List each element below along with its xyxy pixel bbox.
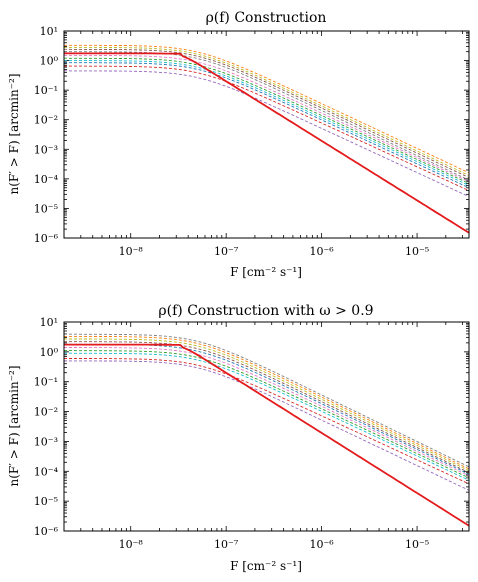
panel-1-y-tick-label: 10⁻³ [34, 143, 58, 156]
panel-2-y-tick-label: 10⁻⁴ [34, 465, 59, 478]
panel-1-x-tick-label: 10⁻⁵ [405, 245, 429, 258]
panel-1-dashed-series-2 [64, 46, 469, 176]
panel-2-dashed-series-2 [64, 335, 469, 470]
panel-1-y-tick-label: 10¹ [40, 25, 58, 38]
panel-1-dashed-series-10 [64, 70, 469, 198]
panel-1-y-tick-label: 10⁻⁴ [34, 173, 59, 186]
panel-2-title: ρ(f) Construction with ω > 0.9 [158, 303, 373, 319]
panel-2-x-tick-label: 10⁻⁷ [214, 538, 239, 551]
panel-2-x-axis-label: F [cm⁻² s⁻¹] [230, 559, 302, 573]
panel-2-y-tick-label: 10⁰ [40, 346, 59, 359]
panel-2-y-tick-label: 10⁻⁶ [34, 525, 59, 538]
panel-1-axes: 10⁻⁸ 10⁻⁷ 10⁻⁶ 10⁻⁵ 10⁻⁶ 10⁻⁵ 10⁻⁴ 10⁻³ 10⁻² 10⁻¹… [34, 25, 469, 258]
panel-1-dashed-series-9 [64, 65, 469, 192]
panel-2-highlight-series [64, 343, 469, 527]
panel-1-y-axis-label: n(F′ > F) [arcmin⁻²] [7, 73, 21, 194]
panel-1-plot-area [64, 44, 469, 234]
panel-2-y-axis-label: n(F′ > F) [arcmin⁻²] [7, 365, 21, 486]
panel-1-dashed-series-6 [64, 57, 469, 184]
panel-1-y-tick-label: 10⁻⁶ [34, 232, 59, 245]
panel-2-y-tick-label: 10⁻³ [34, 435, 58, 448]
panel-1-dashed-series-7 [64, 60, 469, 186]
panel-1-x-tick-label: 10⁻⁷ [214, 245, 239, 258]
panel-1-frame [63, 30, 470, 239]
panel-2-dashed-series-8 [64, 352, 469, 481]
panel-2-y-tick-label: 10¹ [40, 316, 58, 329]
panel-2-x-tick-label: 10⁻⁸ [119, 538, 144, 551]
panel-1-dashed-series-4 [64, 51, 469, 181]
panel-2-x-tick-label: 10⁻⁵ [405, 538, 429, 551]
panel-2: ρ(f) Construction with ω > 0.9 10⁻⁸ 10⁻⁷ 1… [7, 303, 470, 573]
panel-1-dashed-series-1 [64, 44, 469, 174]
panel-2-dashed-series-10 [64, 360, 469, 491]
panel-1: ρ(f) Construction 10⁻⁸ 10⁻⁷ 10⁻⁶ 10⁻⁵10⁻⁶10… [7, 10, 470, 279]
panel-2-dashed-series-6 [64, 347, 469, 477]
panel-1-x-tick-label: 10⁻⁶ [310, 245, 335, 258]
panel-1-y-tick-label: 10⁻⁵ [34, 202, 58, 215]
panel-2-dashed-series-1 [64, 333, 469, 468]
panel-2-x-tick-label: 10⁻⁶ [310, 538, 335, 551]
panel-2-dashed-series-7 [64, 350, 469, 479]
panel-1-x-axis-label: F [cm⁻² s⁻¹] [230, 265, 302, 279]
panel-1-dashed-series-8 [64, 62, 469, 189]
panel-1-series-group [64, 44, 469, 234]
panel-1-dashed-series-3 [64, 48, 469, 179]
panel-1-dashed-series-5 [64, 54, 469, 183]
panel-2-frame [63, 321, 470, 532]
panel-2-dashed-series-4 [64, 341, 469, 474]
panel-2-y-tick-label: 10⁻² [34, 406, 58, 419]
panel-2-plot-area [64, 333, 469, 527]
panel-1-x-tick-label: 10⁻⁸ [119, 245, 144, 258]
panel-2-y-tick-label: 10⁻⁵ [34, 495, 58, 508]
panel-2-dashed-series-3 [64, 338, 469, 472]
panel-1-title: ρ(f) Construction [206, 10, 327, 26]
panel-2-y-tick-label: 10⁻¹ [34, 376, 58, 389]
panel-2-series-group [64, 333, 469, 527]
panel-1-y-tick-label: 10⁰ [40, 55, 59, 68]
panel-1-highlight-series [64, 52, 469, 234]
panel-2-dashed-series-9 [64, 358, 469, 485]
panel-1-y-tick-label: 10⁻¹ [34, 84, 58, 97]
panel-1-y-tick-label: 10⁻² [34, 114, 58, 127]
